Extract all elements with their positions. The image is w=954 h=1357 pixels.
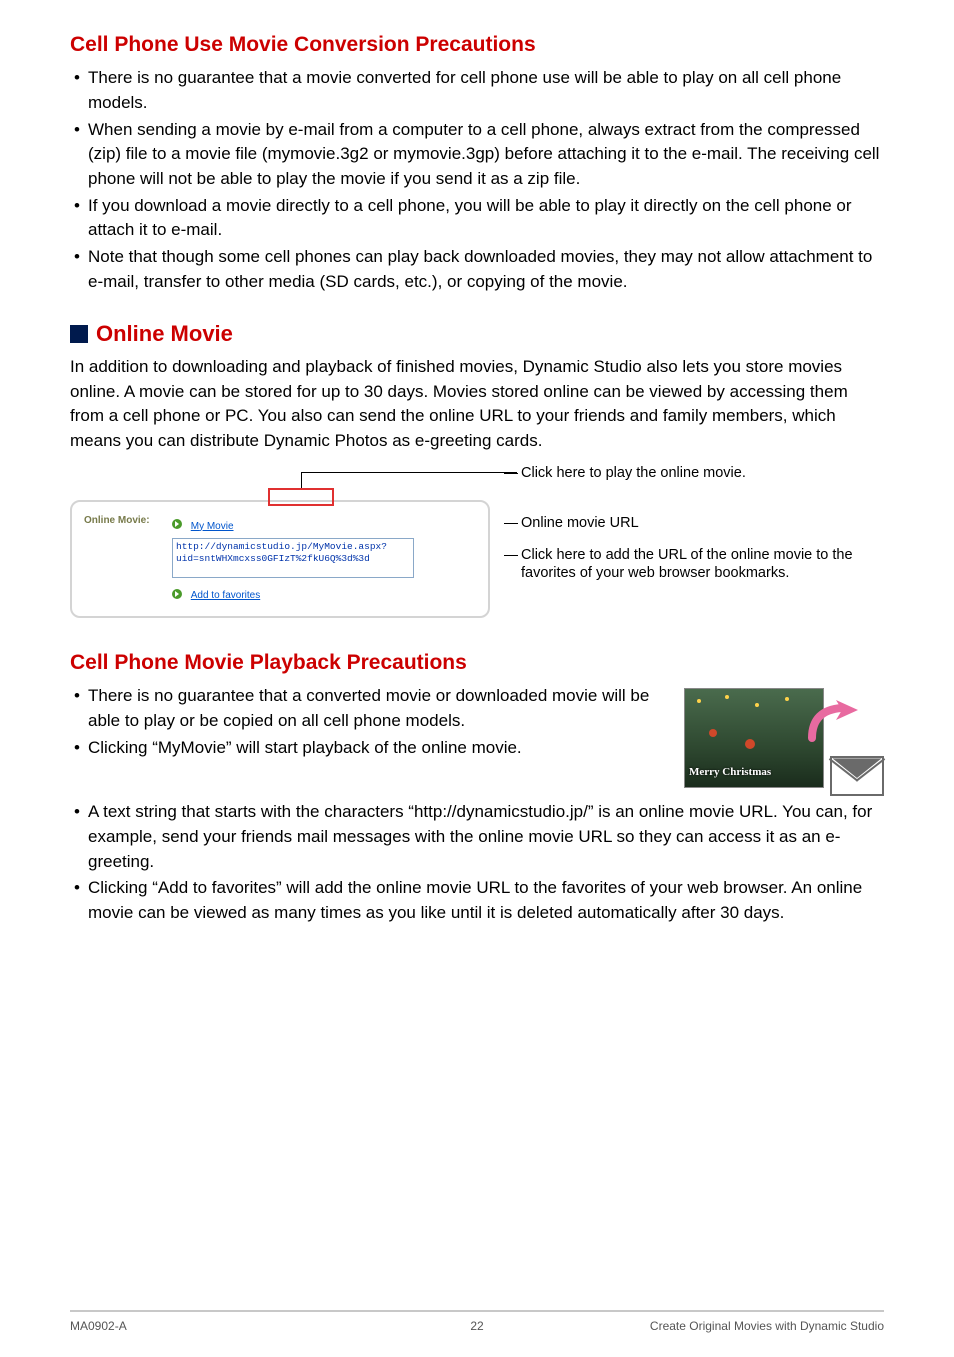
heading-conversion-precautions: Cell Phone Use Movie Conversion Precauti…	[70, 30, 884, 60]
callout-addfav: Click here to add the URL of the online …	[521, 546, 884, 582]
playback-bullets-rest: A text string that starts with the chara…	[70, 800, 884, 925]
arrow-icon	[172, 519, 182, 529]
egreeting-illustration: Merry Christmas	[684, 688, 884, 800]
bullet-item: Note that though some cell phones can pl…	[70, 245, 884, 294]
online-movie-panel: Online Movie: My Movie Add to favorites	[70, 500, 490, 618]
callout-tick	[504, 473, 518, 474]
movie-url-textarea[interactable]	[172, 538, 414, 578]
online-movie-body: In addition to downloading and playback …	[70, 355, 884, 454]
send-arrow-icon	[808, 698, 872, 742]
footer-page-number: 22	[470, 1318, 483, 1335]
addfav-link-row: Add to favorites	[172, 581, 476, 606]
heading-online-movie: Online Movie	[70, 318, 884, 350]
heading-playback-precautions: Cell Phone Movie Playback Precautions	[70, 648, 884, 678]
callouts: Click here to play the online movie. Onl…	[490, 500, 884, 583]
callout-url: Online movie URL	[521, 514, 639, 532]
playback-bullets-top: There is no guarantee that a converted m…	[70, 684, 668, 760]
arrow-icon	[172, 589, 182, 599]
conversion-bullets: There is no guarantee that a movie conve…	[70, 66, 884, 294]
christmas-banner: Merry Christmas	[689, 765, 771, 781]
envelope-icon	[830, 756, 884, 796]
mymovie-link[interactable]: My Movie	[191, 520, 234, 535]
bullet-item: When sending a movie by e-mail from a co…	[70, 118, 884, 192]
add-favorites-link[interactable]: Add to favorites	[191, 589, 260, 604]
callout-tick	[504, 555, 518, 556]
square-bullet-icon	[70, 325, 88, 343]
mymovie-link-row: My Movie	[172, 512, 476, 537]
bullet-item: There is no guarantee that a movie conve…	[70, 66, 884, 115]
bullet-item: A text string that starts with the chara…	[70, 800, 884, 874]
bullet-item: Clicking “Add to favorites” will add the…	[70, 876, 884, 925]
christmas-card: Merry Christmas	[684, 688, 824, 788]
callout-play: Click here to play the online movie.	[521, 464, 746, 482]
bullet-item: There is no guarantee that a converted m…	[70, 684, 668, 733]
footer-right: Create Original Movies with Dynamic Stud…	[650, 1318, 884, 1335]
footer-left: MA0902-A	[70, 1318, 127, 1335]
callout-tick	[504, 523, 518, 524]
highlight-rect	[268, 488, 334, 506]
page-footer: MA0902-A 22 Create Original Movies with …	[0, 1310, 954, 1335]
bullet-item: Clicking “MyMovie” will start playback o…	[70, 736, 668, 761]
callout-connector-v	[301, 472, 302, 488]
panel-label: Online Movie:	[84, 512, 172, 529]
online-movie-panel-block: Online Movie: My Movie Add to favorites …	[70, 472, 884, 618]
callout-connector-h	[301, 472, 517, 473]
heading-online-movie-text: Online Movie	[96, 318, 233, 350]
bullet-item: If you download a movie directly to a ce…	[70, 194, 884, 243]
